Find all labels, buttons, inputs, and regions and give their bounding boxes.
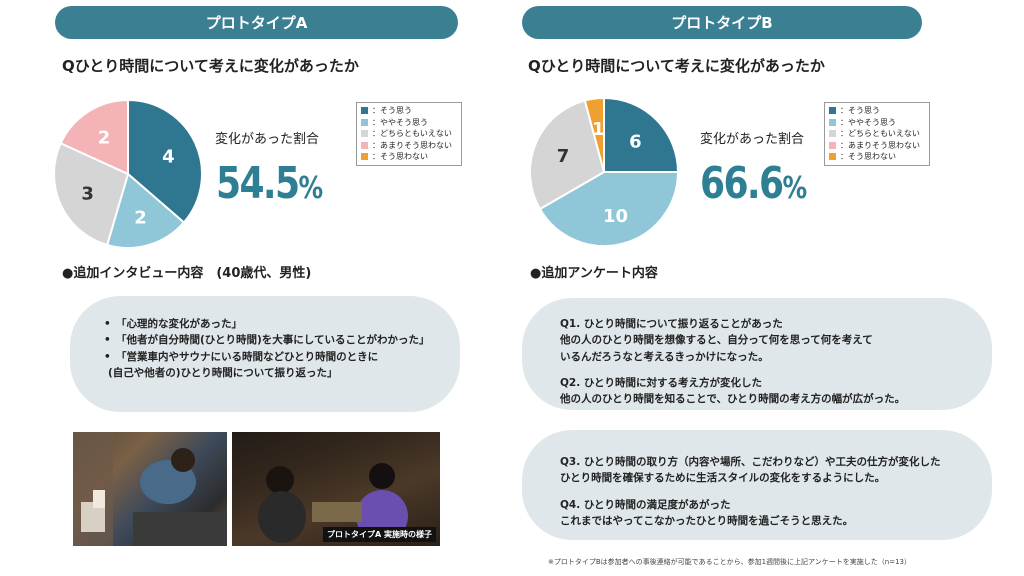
pie-slice bbox=[105, 172, 186, 249]
left-question: Qひとり時間について考えに変化があったか bbox=[62, 57, 359, 75]
legend-swatch bbox=[829, 118, 836, 126]
legend-swatch bbox=[361, 153, 368, 161]
survey-bubble-1: Q1. ひとり時間について振り返ることがあった 他の人のひとり時間を想像すると、… bbox=[522, 298, 992, 410]
legend-item-amari: ：あまりそう思わない bbox=[829, 140, 925, 152]
legend-a: ：そう思う ：ややそう思う ：どちらともいえない ：あまりそう思わない ：そう思… bbox=[356, 102, 462, 166]
footnote: ※プロトタイプBは参加者への事後連絡が可能であることから、参加1週間後に上記アン… bbox=[548, 558, 911, 566]
legend-label: ：ややそう思う bbox=[840, 117, 896, 127]
legend-item-so-omou: ：そう思う bbox=[361, 105, 457, 117]
pie-slice bbox=[59, 98, 129, 176]
legend-swatch bbox=[361, 107, 368, 115]
spacer bbox=[560, 487, 982, 497]
q2-title: Q2. ひとり時間に対する考え方が変化した bbox=[560, 376, 763, 389]
survey-title: ●追加アンケート内容 bbox=[530, 266, 658, 281]
pie-slice bbox=[538, 171, 680, 247]
q1-body: いるんだろうなと考えるきっかけになった。 bbox=[560, 350, 769, 363]
legend-item-yaya: ：ややそう思う bbox=[829, 117, 925, 129]
legend-swatch bbox=[361, 130, 368, 138]
pie-data-label: 10 bbox=[603, 206, 628, 227]
photo-a2: プロトタイプA 実施時の様子 bbox=[232, 432, 440, 546]
legend-item-sou-omowanai: ：そう思わない bbox=[361, 151, 457, 163]
rate-value-b: 66.6% bbox=[700, 158, 807, 209]
q2-body: 他の人のひとり時間を知ることで、ひとり時間の考え方の幅が広がった。 bbox=[560, 393, 906, 406]
pie-data-label: 7 bbox=[557, 146, 570, 167]
q4-title: Q4. ひとり時間の満足度があがった bbox=[560, 498, 731, 511]
spacer bbox=[560, 365, 974, 375]
legend-label: ：どちらともいえない bbox=[840, 129, 920, 139]
photo-caption: プロトタイプA 実施時の様子 bbox=[323, 527, 436, 542]
pie-data-label: 2 bbox=[134, 208, 147, 229]
right-question: Qひとり時間について考えに変化があったか bbox=[528, 57, 825, 75]
legend-label: ：そう思う bbox=[372, 106, 412, 116]
legend-label: ：そう思わない bbox=[372, 152, 428, 162]
legend-b: ：そう思う ：ややそう思う ：どちらともいえない ：あまりそう思わない ：そう思… bbox=[824, 102, 930, 166]
prototype-b-header: プロトタイプB bbox=[522, 6, 922, 39]
legend-item-dochira: ：どちらともいえない bbox=[361, 128, 457, 140]
q1-title: Q1. ひとり時間について振り返ることがあった bbox=[560, 318, 783, 330]
legend-label: ：そう思う bbox=[840, 106, 880, 116]
legend-item-dochira: ：どちらともいえない bbox=[829, 128, 925, 140]
interview-item: 「営業車内やサウナにいる時間などひとり時間のときに bbox=[104, 349, 440, 366]
photo-a1-scene bbox=[73, 432, 227, 546]
legend-swatch bbox=[361, 118, 368, 126]
prototype-a-header: プロトタイプA bbox=[55, 6, 458, 39]
legend-swatch bbox=[829, 107, 836, 115]
interview-item-continued: (自己や他者の)ひとり時間について振り返った」 bbox=[108, 366, 338, 379]
legend-label: ：あまりそう思わない bbox=[840, 140, 920, 150]
pie-slice bbox=[53, 141, 130, 247]
interview-item: 「心理的な変化があった」 bbox=[104, 316, 440, 333]
q4-body: これまではやってこなかったひとり時間を過ごそうと思えた。 bbox=[560, 514, 854, 527]
legend-label: ：どちらともいえない bbox=[372, 129, 452, 139]
survey-bubble-2: Q3. ひとり時間の取り方（内容や場所、こだわりなど）や工夫の仕方が変化した ひ… bbox=[522, 430, 992, 540]
q3-body: ひとり時間を確保するために生活スタイルの変化をするようにした。 bbox=[560, 472, 886, 485]
legend-swatch bbox=[829, 153, 836, 161]
rate-label-b: 変化があった割合 bbox=[700, 132, 805, 147]
pie-data-label: 6 bbox=[629, 132, 642, 153]
q3-title: Q3. ひとり時間の取り方（内容や場所、こだわりなど）や工夫の仕方が変化した bbox=[560, 456, 941, 468]
rate-value-a: 54.5% bbox=[216, 158, 323, 209]
rate-label-a: 変化があった割合 bbox=[215, 132, 320, 147]
interview-bubble: 「心理的な変化があった」 「他者が自分時間(ひとり時間)を大事にしていることがわ… bbox=[70, 296, 460, 412]
legend-item-amari: ：あまりそう思わない bbox=[361, 140, 457, 152]
legend-swatch bbox=[829, 141, 836, 149]
pie-slice bbox=[603, 96, 680, 173]
interview-title: ●追加インタビュー内容 (40歳代、男性) bbox=[62, 266, 312, 281]
pie-data-label: 4 bbox=[162, 147, 175, 168]
pie-slice bbox=[529, 99, 606, 211]
pie-chart-b: 6 10 7 1 bbox=[529, 96, 680, 247]
legend-item-so-omou: ：そう思う bbox=[829, 105, 925, 117]
legend-label: ：そう思わない bbox=[840, 152, 896, 162]
q1-body: 他の人のひとり時間を想像すると、自分って何を思って何を考えて bbox=[560, 334, 873, 347]
legend-item-yaya: ：ややそう思う bbox=[361, 117, 457, 129]
legend-swatch bbox=[361, 141, 368, 149]
legend-label: ：あまりそう思わない bbox=[372, 140, 452, 150]
pie-slice bbox=[127, 98, 203, 224]
legend-swatch bbox=[829, 130, 836, 138]
pie-data-label: 2 bbox=[98, 128, 111, 149]
pie-slice bbox=[583, 96, 605, 173]
pie-data-label: 1 bbox=[592, 119, 605, 140]
photo-a1 bbox=[73, 432, 227, 546]
legend-label: ：ややそう思う bbox=[372, 117, 428, 127]
pie-data-label: 3 bbox=[81, 183, 94, 204]
interview-item: 「他者が自分時間(ひとり時間)を大事にしていることがわかった」 bbox=[104, 332, 440, 349]
pie-chart-a: 4 2 3 2 bbox=[53, 98, 203, 249]
legend-item-sou-omowanai: ：そう思わない bbox=[829, 151, 925, 163]
